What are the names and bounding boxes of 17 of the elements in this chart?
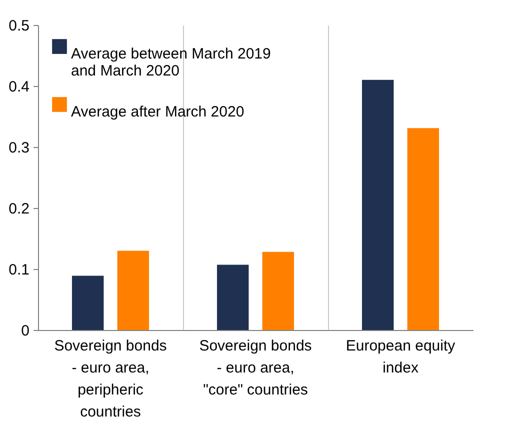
y-tick-label: 0.1 <box>8 262 30 278</box>
y-tick-label: 0.2 <box>8 200 30 218</box>
y-tick-label: 0.5 <box>8 18 30 34</box>
y-tick-label: 0.4 <box>8 78 30 96</box>
legend-label: Average after March 2020 <box>71 104 244 120</box>
x-tick-label: Sovereign bonds - euro area, peripheric countries <box>54 338 167 420</box>
x-tick-label: Sovereign bonds - euro area, "core" countries <box>199 338 312 398</box>
x-tick-label: European equity index <box>346 338 456 376</box>
bar <box>216 264 249 330</box>
bar <box>262 252 294 330</box>
legend-label: Average between March 2019 and March 2020 <box>71 46 271 80</box>
bar <box>362 80 394 330</box>
bar <box>117 250 150 330</box>
y-tick-label: 0 <box>21 322 30 340</box>
bar <box>72 276 104 330</box>
y-tick-label: 0.3 <box>8 140 30 156</box>
bar <box>407 128 440 330</box>
